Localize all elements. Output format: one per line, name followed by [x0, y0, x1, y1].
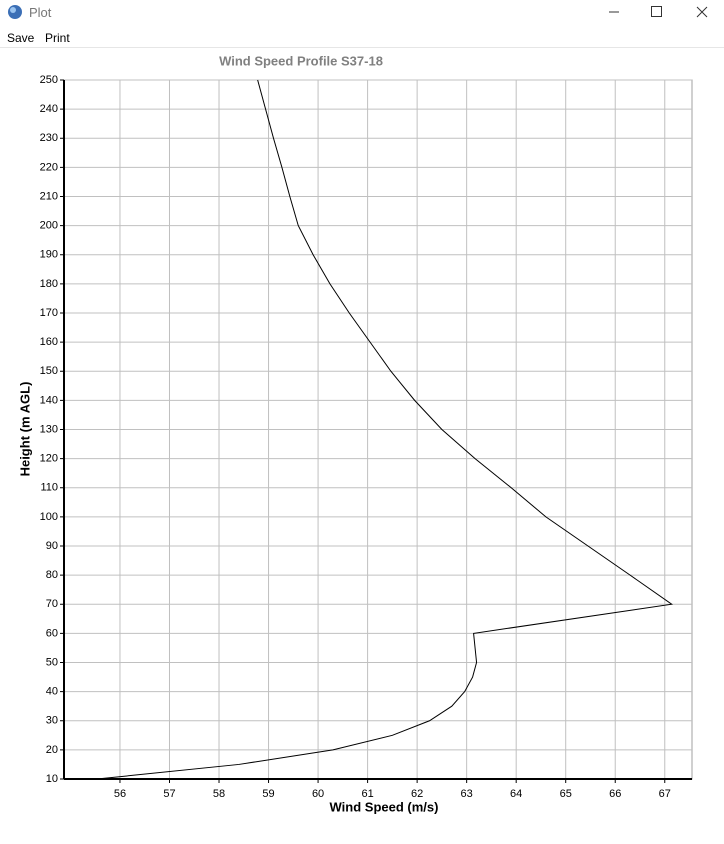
x-tick-label: 58: [213, 788, 225, 800]
x-tick-label: 66: [609, 788, 621, 800]
y-tick-label: 200: [40, 220, 58, 232]
window-chrome: [8, 5, 708, 19]
y-tick-label: 120: [40, 453, 58, 465]
y-tick-label: 20: [46, 744, 58, 756]
x-tick-label: 63: [461, 788, 473, 800]
title-bar: Plot: [0, 0, 724, 26]
y-tick-label: 30: [46, 715, 58, 727]
y-tick-label: 190: [40, 249, 58, 261]
y-tick-label: 250: [40, 74, 58, 86]
y-tick-label: 100: [40, 511, 58, 523]
y-tick-label: 240: [40, 103, 58, 115]
y-tick-label: 80: [46, 569, 58, 581]
menu-bar: Save Print: [0, 28, 724, 48]
y-tick-label: 230: [40, 132, 58, 144]
y-tick-label: 110: [40, 482, 58, 494]
y-tick-label: 60: [46, 627, 58, 639]
y-tick-label: 220: [40, 161, 58, 173]
y-tick-label: 50: [46, 656, 58, 668]
x-tick-label: 67: [659, 788, 671, 800]
chart-title: Wind Speed Profile S37-18: [219, 53, 383, 68]
menu-item[interactable]: Save: [7, 31, 35, 45]
y-tick-label: 70: [46, 598, 58, 610]
y-tick-label: 170: [40, 307, 58, 319]
x-tick-label: 64: [510, 788, 522, 800]
y-tick-label: 10: [46, 773, 58, 785]
x-tick-label: 56: [114, 788, 126, 800]
x-tick-label: 62: [411, 788, 423, 800]
y-axis-label: Height (m AGL): [17, 382, 32, 477]
data-line: [97, 79, 674, 780]
menu-item[interactable]: Print: [45, 31, 70, 45]
x-tick-label: 59: [262, 788, 274, 800]
x-tick-label: 60: [312, 788, 324, 800]
x-axis-label: Wind Speed (m/s): [330, 799, 439, 814]
y-tick-label: 140: [40, 394, 58, 406]
x-tick-label: 65: [560, 788, 572, 800]
y-tick-label: 160: [40, 336, 58, 348]
window-title: Plot: [29, 5, 52, 20]
y-tick-label: 90: [46, 540, 58, 552]
close-button[interactable]: [696, 6, 708, 18]
y-tick-label: 130: [40, 423, 58, 435]
y-tick-label: 180: [40, 278, 58, 290]
x-tick-label: 57: [163, 788, 175, 800]
y-tick-label: 210: [40, 190, 58, 202]
y-tick-label: 40: [46, 686, 58, 698]
y-tick-label: 150: [40, 365, 58, 377]
chart: Wind Speed Profile S37-18 Wind Speed (m/…: [17, 53, 693, 814]
maximize-button[interactable]: [651, 6, 662, 17]
x-tick-label: 61: [361, 788, 373, 800]
